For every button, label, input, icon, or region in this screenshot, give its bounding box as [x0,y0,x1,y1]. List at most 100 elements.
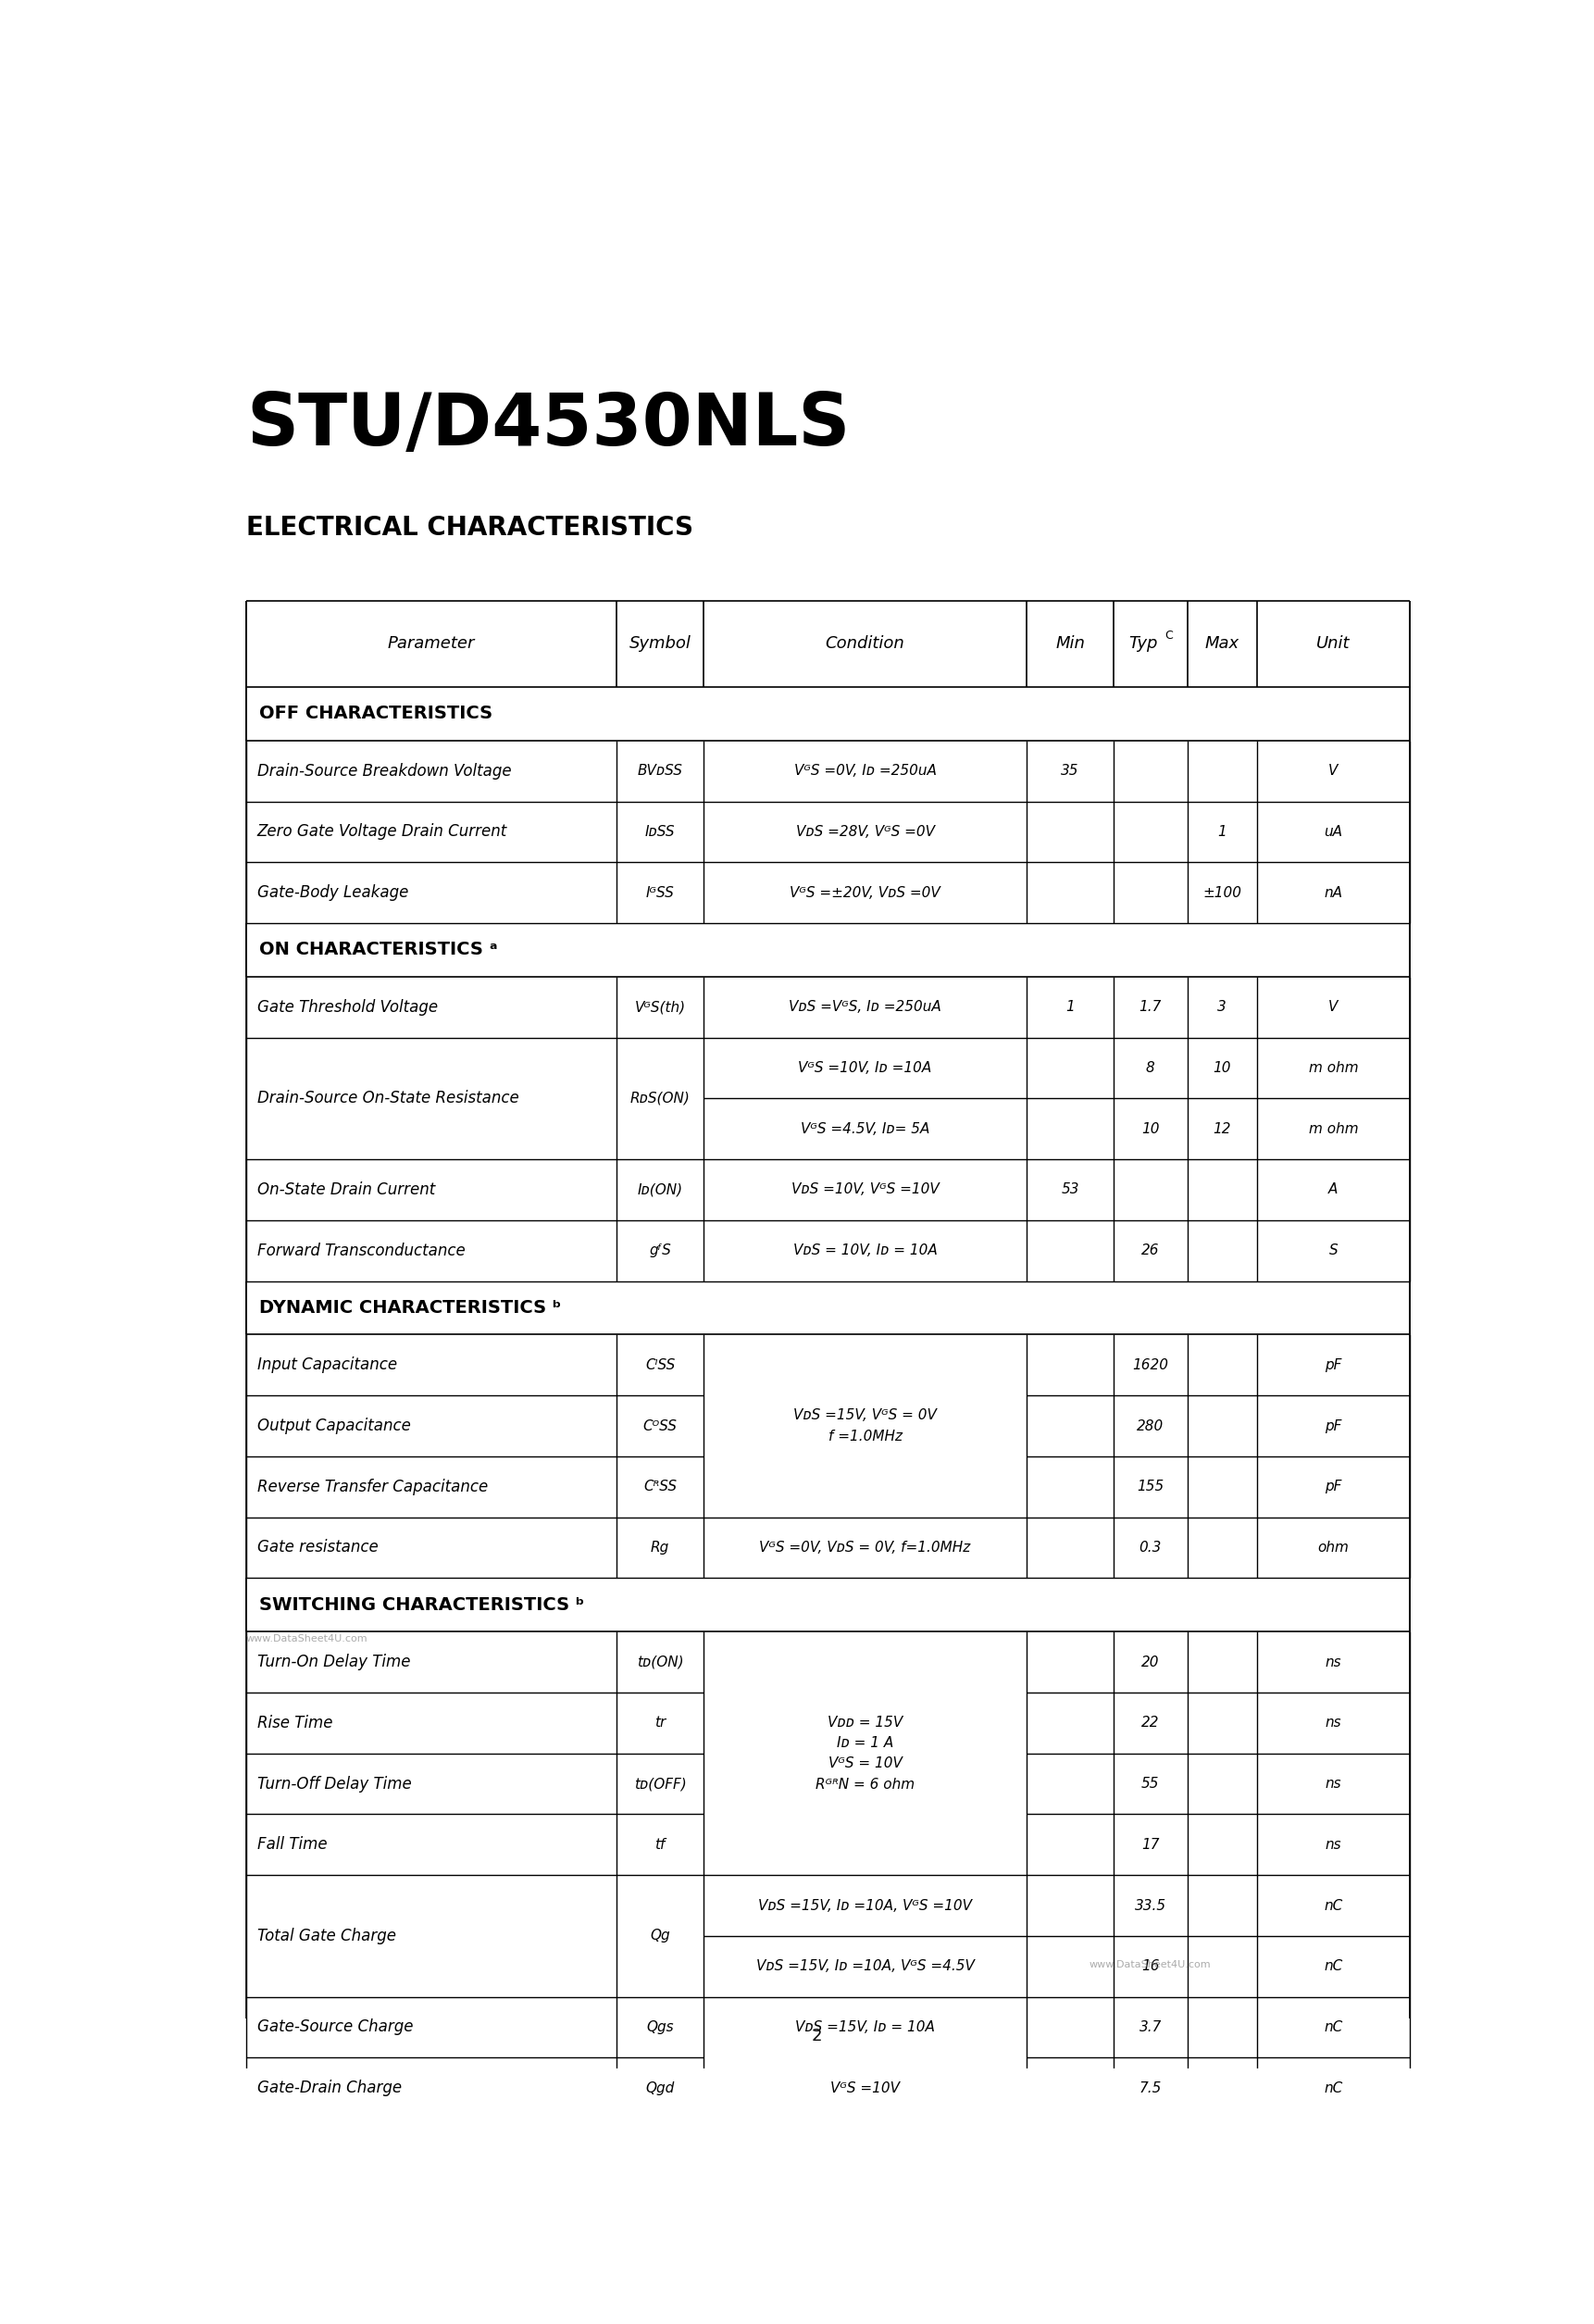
Text: 17: 17 [1141,1838,1159,1852]
Text: Rg: Rg [650,1541,669,1555]
Text: 3: 3 [1218,999,1227,1013]
Text: Qg: Qg [650,1929,669,1943]
Text: On-State Drain Current: On-State Drain Current [257,1181,435,1199]
Text: ns: ns [1325,1655,1342,1669]
Text: VᴳS =10V, Iᴅ =10A: VᴳS =10V, Iᴅ =10A [799,1062,932,1076]
Text: Condition: Condition [826,634,905,653]
Text: 53: 53 [1062,1183,1079,1197]
Text: OFF CHARACTERISTICS: OFF CHARACTERISTICS [260,704,493,723]
Text: Drain-Source On-State Resistance: Drain-Source On-State Resistance [257,1090,518,1106]
Text: 280: 280 [1137,1420,1164,1434]
Text: Vᴅᴅ = 15V
Iᴅ = 1 A
VᴳS = 10V
RᴳᴿN = 6 ohm: Vᴅᴅ = 15V Iᴅ = 1 A VᴳS = 10V RᴳᴿN = 6 oh… [816,1715,915,1792]
Text: Output Capacitance: Output Capacitance [257,1418,411,1434]
Text: VᴳS(th): VᴳS(th) [634,999,685,1013]
Text: www.DataSheet4U.com: www.DataSheet4U.com [1089,1959,1210,1968]
Text: Qgd: Qgd [646,2080,674,2094]
Text: 2: 2 [811,2029,823,2045]
Text: VᴳS =10V: VᴳS =10V [830,2080,901,2094]
Text: Forward Transconductance: Forward Transconductance [257,1243,465,1260]
Text: Symbol: Symbol [630,634,690,653]
Text: VᴅS =15V, Iᴅ = 10A: VᴅS =15V, Iᴅ = 10A [795,2020,936,2034]
Text: Gate resistance: Gate resistance [257,1538,378,1557]
Text: S: S [1329,1243,1337,1257]
Text: www.DataSheet4U.com: www.DataSheet4U.com [245,1634,368,1643]
Text: 1: 1 [1218,825,1227,839]
Text: 35: 35 [1062,765,1079,779]
Text: Gate Threshold Voltage: Gate Threshold Voltage [257,999,438,1016]
Text: nA: nA [1325,885,1342,899]
Text: Turn-On Delay Time: Turn-On Delay Time [257,1655,410,1671]
Text: VᴅS =10V, VᴳS =10V: VᴅS =10V, VᴳS =10V [791,1183,939,1197]
Text: 1620: 1620 [1132,1357,1168,1371]
Text: nC: nC [1325,2020,1342,2034]
Text: 12: 12 [1213,1122,1231,1136]
Text: CᴿSS: CᴿSS [644,1480,677,1494]
Text: Min: Min [1055,634,1086,653]
Text: Unit: Unit [1317,634,1350,653]
Text: VᴅS =28V, VᴳS =0V: VᴅS =28V, VᴳS =0V [795,825,934,839]
Text: VᴳS =0V, Iᴅ =250uA: VᴳS =0V, Iᴅ =250uA [794,765,936,779]
Text: ns: ns [1325,1778,1342,1792]
Text: Input Capacitance: Input Capacitance [257,1357,397,1373]
Text: ns: ns [1325,1715,1342,1729]
Text: Zero Gate Voltage Drain Current: Zero Gate Voltage Drain Current [257,823,507,841]
Text: 10: 10 [1213,1062,1231,1076]
Text: ON CHARACTERISTICS ᵃ: ON CHARACTERISTICS ᵃ [260,941,497,960]
Text: gᶠS: gᶠS [649,1243,671,1257]
Text: tᴅ(ON): tᴅ(ON) [636,1655,684,1669]
Text: 7.5: 7.5 [1140,2080,1162,2094]
Text: VᴅS = 10V, Iᴅ = 10A: VᴅS = 10V, Iᴅ = 10A [794,1243,937,1257]
Text: ohm: ohm [1318,1541,1349,1555]
Text: 0.3: 0.3 [1140,1541,1162,1555]
Text: 155: 155 [1137,1480,1164,1494]
Text: 1.7: 1.7 [1140,999,1162,1013]
Text: uA: uA [1325,825,1342,839]
Text: Turn-Off Delay Time: Turn-Off Delay Time [257,1776,411,1792]
Text: Gate-Drain Charge: Gate-Drain Charge [257,2080,402,2096]
Text: VᴳS =4.5V, Iᴅ= 5A: VᴳS =4.5V, Iᴅ= 5A [800,1122,929,1136]
Text: IᴅSS: IᴅSS [646,825,676,839]
Text: CᴵSS: CᴵSS [646,1357,674,1371]
Text: V: V [1328,765,1337,779]
Text: CᴼSS: CᴼSS [642,1420,677,1434]
Text: 22: 22 [1141,1715,1159,1729]
Text: Qgs: Qgs [646,2020,674,2034]
Text: C: C [1164,630,1173,641]
Text: 20: 20 [1141,1655,1159,1669]
Text: RᴅS(ON): RᴅS(ON) [630,1092,690,1106]
Text: 3.7: 3.7 [1140,2020,1162,2034]
Text: VᴳS =0V, VᴅS = 0V, f=1.0MHz: VᴳS =0V, VᴅS = 0V, f=1.0MHz [759,1541,971,1555]
Text: VᴅS =15V, VᴳS = 0V
f =1.0MHz: VᴅS =15V, VᴳS = 0V f =1.0MHz [794,1408,937,1443]
Text: Max: Max [1205,634,1239,653]
Text: A: A [1328,1183,1337,1197]
Text: tr: tr [655,1715,666,1729]
Text: DYNAMIC CHARACTERISTICS ᵇ: DYNAMIC CHARACTERISTICS ᵇ [260,1299,561,1318]
Text: pF: pF [1325,1480,1342,1494]
Text: ±100: ±100 [1203,885,1242,899]
Text: nC: nC [1325,1959,1342,1973]
Text: Rise Time: Rise Time [257,1715,333,1731]
Text: VᴅS =VᴳS, Iᴅ =250uA: VᴅS =VᴳS, Iᴅ =250uA [789,999,942,1013]
Text: ELECTRICAL CHARACTERISTICS: ELECTRICAL CHARACTERISTICS [245,516,693,541]
Text: ns: ns [1325,1838,1342,1852]
Text: Fall Time: Fall Time [257,1836,327,1852]
Text: 1: 1 [1066,999,1074,1013]
Text: IᴳSS: IᴳSS [646,885,674,899]
Text: pF: pF [1325,1420,1342,1434]
Text: nC: nC [1325,1899,1342,1913]
Text: VᴅS =15V, Iᴅ =10A, VᴳS =10V: VᴅS =15V, Iᴅ =10A, VᴳS =10V [759,1899,972,1913]
Text: Typ: Typ [1129,634,1157,653]
Text: VᴅS =15V, Iᴅ =10A, VᴳS =4.5V: VᴅS =15V, Iᴅ =10A, VᴳS =4.5V [756,1959,974,1973]
Text: pF: pF [1325,1357,1342,1371]
Text: m ohm: m ohm [1309,1062,1358,1076]
Text: 8: 8 [1146,1062,1156,1076]
Text: 10: 10 [1141,1122,1159,1136]
Text: Reverse Transfer Capacitance: Reverse Transfer Capacitance [257,1478,488,1494]
Text: 26: 26 [1141,1243,1159,1257]
Text: Drain-Source Breakdown Voltage: Drain-Source Breakdown Voltage [257,762,512,779]
Text: tf: tf [655,1838,665,1852]
Text: tᴅ(OFF): tᴅ(OFF) [634,1778,687,1792]
Text: VᴳS =±20V, VᴅS =0V: VᴳS =±20V, VᴅS =0V [789,885,940,899]
Text: m ohm: m ohm [1309,1122,1358,1136]
Text: 33.5: 33.5 [1135,1899,1167,1913]
